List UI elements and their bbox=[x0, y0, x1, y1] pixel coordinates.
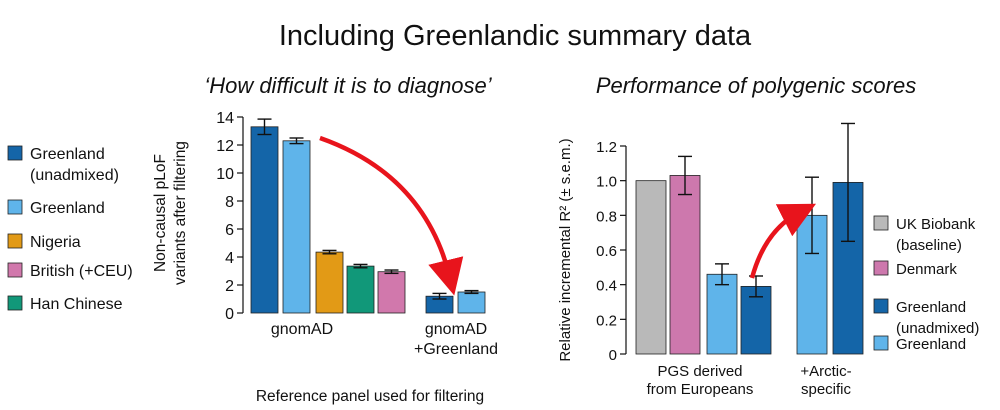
legend-label: Greenland bbox=[896, 299, 966, 316]
legend-swatch bbox=[873, 260, 889, 276]
legend-label: Greenland bbox=[30, 146, 105, 163]
y-tick-label: 8 bbox=[225, 194, 234, 211]
left-group-label-gnomad-greenland: gnomAD bbox=[425, 321, 487, 338]
bar-greenland-unadmixed- bbox=[740, 285, 772, 355]
y-tick-label: 1.0 bbox=[596, 174, 617, 191]
y-axis-label: Relative incremental R² (± s.e.m.) bbox=[557, 138, 574, 361]
y-tick-label: 0.4 bbox=[596, 278, 617, 295]
y-tick-label: 6 bbox=[225, 222, 234, 239]
bar-denmark bbox=[669, 175, 701, 355]
left-chart-xlabel: Reference panel used for filtering bbox=[256, 388, 484, 405]
right-group-label-europeans: from Europeans bbox=[647, 381, 754, 398]
y-tick-label: 0 bbox=[225, 306, 234, 323]
legend-swatch bbox=[7, 145, 23, 161]
legend-label: UK Biobank bbox=[896, 216, 976, 233]
left-group-label-gnomad: gnomAD bbox=[271, 321, 333, 338]
legend-swatch bbox=[7, 233, 23, 249]
legend-label: (baseline) bbox=[896, 237, 962, 254]
legend-label: British (+CEU) bbox=[30, 263, 133, 280]
y-tick-label: 10 bbox=[216, 166, 234, 183]
y-tick-label: 12 bbox=[216, 138, 234, 155]
legend-swatch bbox=[7, 295, 23, 311]
legend-label: Denmark bbox=[896, 261, 957, 278]
figure-title: Including Greenlandic summary data bbox=[279, 20, 752, 52]
y-tick-label: 0.2 bbox=[596, 312, 617, 329]
y-tick-label: 0.8 bbox=[596, 208, 617, 225]
legend-swatch bbox=[873, 335, 889, 351]
left-group-label-plus-greenland: +Greenland bbox=[414, 341, 498, 358]
right-group-label-specific: specific bbox=[801, 381, 852, 398]
legend-label: Nigeria bbox=[30, 234, 81, 251]
y-axis-label: variants after filtering bbox=[172, 141, 189, 285]
legend-swatch bbox=[7, 262, 23, 278]
legend-label: (unadmixed) bbox=[30, 167, 119, 184]
bar-greenland bbox=[457, 291, 486, 314]
legend-swatch bbox=[7, 199, 23, 215]
left-chart-title: ‘How difficult it is to diagnose’ bbox=[204, 73, 492, 98]
bar-greenland-unadmixed- bbox=[250, 126, 279, 314]
right-group-label-pgs: PGS derived bbox=[657, 363, 742, 380]
bar-han-chinese bbox=[346, 265, 375, 314]
bar-greenland bbox=[706, 273, 738, 355]
legend-label: Greenland bbox=[30, 200, 105, 217]
y-tick-label: 2 bbox=[225, 278, 234, 295]
y-tick-label: 4 bbox=[225, 250, 234, 267]
left-trend-arrow bbox=[319, 135, 464, 296]
bar-uk-biobank-baseline- bbox=[635, 180, 667, 355]
legend-swatch bbox=[873, 298, 889, 314]
legend-swatch bbox=[873, 215, 889, 231]
legend-label: Greenland bbox=[896, 336, 966, 353]
y-tick-label: 0 bbox=[609, 347, 617, 364]
right-group-label-arctic: +Arctic- bbox=[800, 363, 851, 380]
y-tick-label: 1.2 bbox=[596, 139, 617, 156]
bar-greenland bbox=[282, 140, 311, 314]
legend-label: (unadmixed) bbox=[896, 320, 979, 337]
y-axis-label: Non-causal pLoF bbox=[152, 154, 169, 272]
bar-british-ceu- bbox=[377, 271, 406, 314]
y-tick-label: 0.6 bbox=[596, 243, 617, 260]
right-trend-arrow bbox=[749, 203, 817, 279]
right-chart-title: Performance of polygenic scores bbox=[596, 73, 916, 98]
legend-label: Han Chinese bbox=[30, 296, 123, 313]
bar-nigeria bbox=[315, 251, 344, 314]
y-tick-label: 14 bbox=[216, 110, 234, 127]
